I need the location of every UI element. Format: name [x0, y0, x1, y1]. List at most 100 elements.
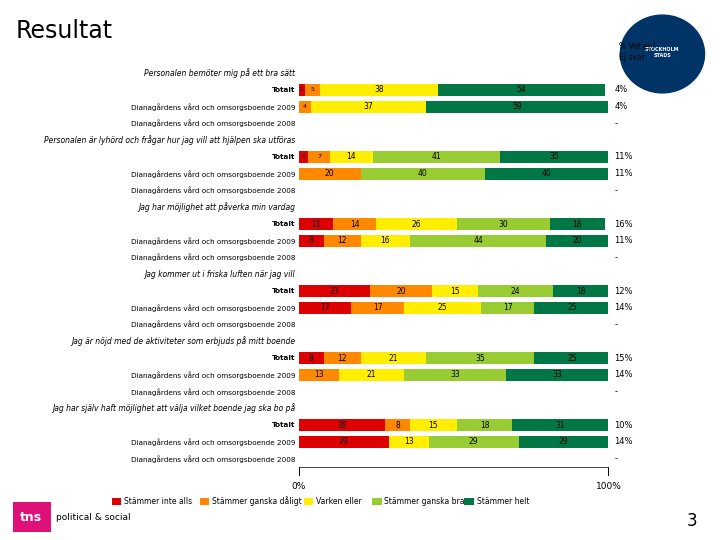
Text: Personalen bemöter mig på ett bra sätt: Personalen bemöter mig på ett bra sätt	[144, 68, 295, 78]
Text: 4%: 4%	[614, 85, 627, 94]
Text: 40: 40	[418, 169, 428, 178]
Text: -: -	[614, 387, 617, 396]
Text: Stämmer ganska bra: Stämmer ganska bra	[384, 497, 465, 505]
Bar	[351, 302, 404, 314]
Bar	[438, 84, 606, 96]
Text: 17: 17	[503, 303, 513, 312]
Text: -: -	[614, 186, 617, 195]
Text: 20: 20	[396, 287, 406, 295]
Bar	[299, 84, 305, 96]
Text: Totalt: Totalt	[272, 422, 295, 428]
Text: -: -	[614, 253, 617, 262]
Text: Dianagårdens vård och omsorgsboende 2009: Dianagårdens vård och omsorgsboende 2009	[131, 170, 295, 178]
Bar	[534, 302, 611, 314]
Bar	[456, 419, 513, 431]
Text: 38: 38	[374, 85, 384, 94]
Bar	[534, 352, 611, 364]
Bar	[478, 285, 553, 297]
Text: 29: 29	[339, 437, 348, 447]
Text: Dianagårdens vård och omsorgsboende 2009: Dianagårdens vård och omsorgsboende 2009	[131, 237, 295, 245]
Bar	[299, 302, 351, 314]
Text: Personalen är lyhörd och frågar hur jag vill att hjälpen ska utföras: Personalen är lyhörd och frågar hur jag …	[44, 136, 295, 145]
Bar	[500, 151, 608, 163]
Text: 8: 8	[309, 354, 313, 363]
Bar	[549, 218, 606, 230]
Text: 29: 29	[469, 437, 479, 447]
Text: 11%: 11%	[614, 152, 633, 161]
Bar	[299, 369, 339, 381]
Text: 16: 16	[381, 237, 390, 245]
Bar	[385, 419, 410, 431]
Text: Dianagårdens vård och omsorgsboende 2008: Dianagårdens vård och omsorgsboende 2008	[131, 254, 295, 261]
Text: 11%: 11%	[614, 169, 633, 178]
Text: 15: 15	[450, 287, 460, 295]
Text: Totalt: Totalt	[272, 221, 295, 227]
Bar	[485, 168, 608, 180]
Text: 3: 3	[686, 512, 697, 530]
Bar	[299, 100, 311, 113]
Text: 14: 14	[350, 220, 359, 228]
Text: Dianagårdens vård och omsorgsboende 2008: Dianagårdens vård och omsorgsboende 2008	[131, 120, 295, 127]
Bar	[518, 436, 608, 448]
Text: 30: 30	[498, 220, 508, 228]
Bar	[513, 419, 608, 431]
Text: STOCKHOLM
STADS: STOCKHOLM STADS	[645, 47, 680, 58]
Bar	[553, 285, 608, 297]
Bar	[299, 419, 385, 431]
Text: 28: 28	[338, 421, 347, 430]
Text: 41: 41	[432, 152, 441, 161]
Text: 35: 35	[475, 354, 485, 363]
Text: Resultat: Resultat	[16, 19, 113, 43]
Text: political & social: political & social	[55, 512, 130, 522]
Text: 12: 12	[338, 354, 347, 363]
Text: 14%: 14%	[614, 303, 633, 312]
Text: Totalt: Totalt	[272, 154, 295, 160]
Text: -: -	[614, 320, 617, 329]
Bar	[311, 100, 426, 113]
Text: % Vet ej /
Ej svar: % Vet ej / Ej svar	[619, 42, 655, 62]
Text: Jag kommer ut i friska luften när jag vill: Jag kommer ut i friska luften när jag vi…	[145, 270, 295, 279]
Bar	[299, 151, 308, 163]
Text: 23: 23	[330, 287, 339, 295]
Text: 16%: 16%	[614, 220, 633, 228]
Text: 3: 3	[302, 154, 305, 159]
Text: Dianagårdens vård och omsorgsboende 2009: Dianagårdens vård och omsorgsboende 2009	[131, 304, 295, 312]
Text: 14%: 14%	[614, 437, 633, 447]
Text: Dianagårdens vård och omsorgsboende 2009: Dianagårdens vård och omsorgsboende 2009	[131, 371, 295, 379]
Bar	[506, 369, 608, 381]
Bar	[373, 151, 500, 163]
Bar	[361, 235, 410, 247]
Text: 18: 18	[572, 220, 582, 228]
FancyBboxPatch shape	[12, 501, 51, 533]
Text: 33: 33	[450, 370, 460, 380]
Bar	[323, 352, 361, 364]
Bar	[330, 151, 373, 163]
Text: 26: 26	[412, 220, 421, 228]
Text: 15: 15	[428, 421, 438, 430]
Bar	[410, 419, 456, 431]
Text: 17: 17	[373, 303, 382, 312]
Bar	[426, 100, 608, 113]
Bar	[333, 218, 376, 230]
Text: -: -	[614, 119, 617, 128]
Text: Dianagårdens vård och omsorgsboende 2009: Dianagårdens vård och omsorgsboende 2009	[131, 103, 295, 111]
Text: 8: 8	[395, 421, 400, 430]
Bar	[482, 302, 534, 314]
Text: Dianagårdens vård och omsorgsboende 2009: Dianagårdens vård och omsorgsboende 2009	[131, 438, 295, 446]
Text: 59: 59	[512, 102, 522, 111]
Text: 21: 21	[366, 370, 377, 380]
Bar	[429, 436, 518, 448]
Text: Jag har själv haft möjlighet att välja vilket boende jag ska bo på: Jag har själv haft möjlighet att välja v…	[52, 403, 295, 413]
Bar	[299, 352, 323, 364]
Text: Dianagårdens vård och omsorgsboende 2008: Dianagårdens vård och omsorgsboende 2008	[131, 455, 295, 463]
Text: 4: 4	[303, 104, 307, 109]
Bar	[410, 235, 546, 247]
Bar	[323, 235, 361, 247]
Text: 2: 2	[300, 87, 304, 92]
Text: 13: 13	[404, 437, 413, 447]
Bar	[426, 352, 534, 364]
Text: 14: 14	[346, 152, 356, 161]
Bar	[299, 218, 333, 230]
Text: 31: 31	[556, 421, 565, 430]
Text: -: -	[614, 454, 617, 463]
